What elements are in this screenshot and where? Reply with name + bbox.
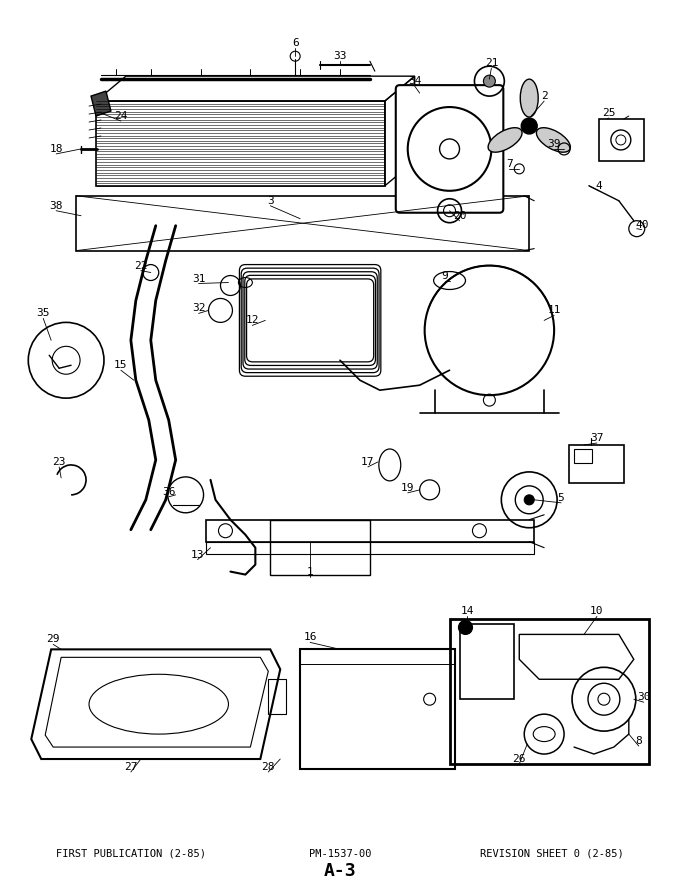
Ellipse shape [488, 127, 522, 152]
Text: 6: 6 [292, 38, 299, 48]
Text: 13: 13 [191, 550, 204, 560]
Text: 35: 35 [37, 309, 50, 319]
Text: 17: 17 [361, 457, 375, 467]
Text: 36: 36 [162, 487, 175, 497]
Text: 9: 9 [441, 271, 448, 280]
Text: 3: 3 [267, 196, 273, 206]
Text: A-3: A-3 [324, 862, 356, 879]
Bar [574, 449, 592, 463]
Text: 4: 4 [596, 181, 602, 190]
Text: 16: 16 [303, 633, 317, 643]
Text: 7: 7 [506, 159, 513, 169]
Circle shape [524, 495, 534, 505]
Bar [205, 520, 534, 542]
Text: 12: 12 [245, 315, 259, 326]
Bar [300, 650, 454, 769]
Text: 18: 18 [50, 144, 63, 154]
Text: 14: 14 [461, 606, 474, 617]
Text: PM-1537-00: PM-1537-00 [309, 849, 371, 859]
Text: 10: 10 [590, 606, 604, 617]
Text: 25: 25 [602, 108, 615, 118]
Ellipse shape [520, 79, 538, 117]
FancyBboxPatch shape [396, 85, 503, 213]
Text: REVISION SHEET 0 (2-85): REVISION SHEET 0 (2-85) [480, 849, 624, 859]
Text: 32: 32 [192, 303, 205, 313]
Text: 40: 40 [635, 220, 649, 230]
Polygon shape [91, 91, 111, 116]
Bar [599, 119, 644, 161]
Text: 38: 38 [50, 201, 63, 211]
Text: 29: 29 [46, 635, 60, 644]
Text: 11: 11 [547, 305, 561, 315]
Bar [569, 445, 624, 483]
Text: 22: 22 [134, 261, 148, 271]
Bar [460, 625, 514, 700]
Text: 34: 34 [408, 77, 422, 86]
Text: 39: 39 [547, 139, 561, 149]
Circle shape [522, 118, 537, 134]
Text: 24: 24 [114, 111, 128, 121]
Text: 1: 1 [307, 567, 313, 577]
Text: 8: 8 [635, 736, 642, 746]
Text: 23: 23 [52, 457, 66, 467]
Ellipse shape [537, 127, 571, 152]
Text: 27: 27 [124, 762, 137, 772]
Text: 31: 31 [192, 273, 205, 284]
Text: 5: 5 [558, 493, 564, 503]
Circle shape [458, 620, 473, 635]
Text: 26: 26 [513, 754, 526, 764]
Bar [205, 542, 534, 554]
Circle shape [483, 75, 495, 87]
Text: FIRST PUBLICATION (2-85): FIRST PUBLICATION (2-85) [56, 849, 206, 859]
Bar [270, 520, 370, 575]
Text: 2: 2 [541, 91, 547, 101]
Text: 28: 28 [262, 762, 275, 772]
Bar [269, 679, 286, 714]
Text: 33: 33 [333, 52, 347, 61]
Text: 30: 30 [637, 692, 651, 702]
Text: 21: 21 [485, 58, 498, 69]
Text: 19: 19 [401, 483, 415, 493]
Text: 15: 15 [114, 360, 128, 370]
Text: 20: 20 [453, 211, 466, 221]
Bar [449, 619, 649, 764]
Text: 37: 37 [590, 433, 604, 443]
